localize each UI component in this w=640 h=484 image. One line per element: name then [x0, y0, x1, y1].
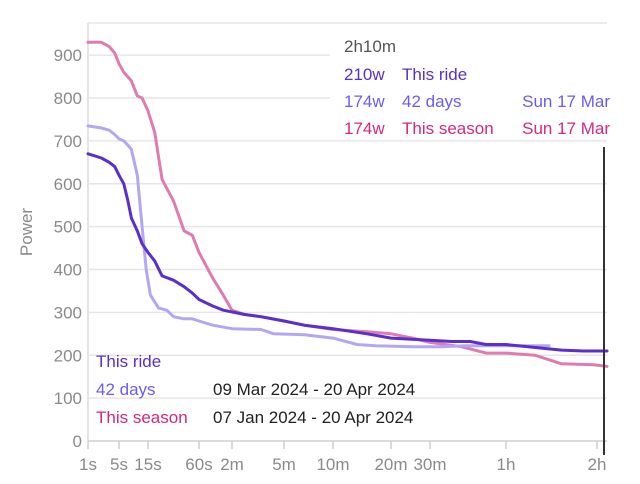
x-tick-label: 30m — [413, 455, 446, 474]
y-tick-label: 500 — [54, 218, 82, 237]
y-tick-label: 200 — [54, 346, 82, 365]
cursor-series-label: This ride — [402, 65, 467, 84]
legend-entry-range: 09 Mar 2024 - 20 Apr 2024 — [213, 380, 415, 399]
legend-entry-range: 07 Jan 2024 - 20 Apr 2024 — [213, 408, 413, 427]
cursor-date: Sun 17 Mar — [522, 92, 610, 111]
x-tick-label: 20m — [374, 455, 407, 474]
series-line-this-ride — [86, 152, 609, 353]
legend-entry-label[interactable]: This season — [96, 408, 188, 427]
y-tick-label: 800 — [54, 89, 82, 108]
legend-entry-label[interactable]: 42 days — [96, 380, 156, 399]
y-axis-title: Power — [17, 208, 36, 257]
x-tick-label: 5m — [272, 455, 296, 474]
series-line-this-season — [86, 40, 609, 368]
x-tick-label: 1s — [79, 455, 97, 474]
cursor-value: 210w — [344, 65, 385, 84]
y-tick-label: 300 — [54, 303, 82, 322]
x-tick-label: 15s — [134, 455, 161, 474]
legend-entry-label[interactable]: This ride — [96, 352, 161, 371]
y-tick-label: 400 — [54, 261, 82, 280]
y-tick-label: 600 — [54, 175, 82, 194]
cursor-value: 174w — [344, 92, 385, 111]
series-line-42-days — [86, 124, 551, 349]
cursor-date: Sun 17 Mar — [522, 119, 610, 138]
x-tick-label: 10m — [316, 455, 349, 474]
x-tick-label: 2h — [588, 455, 607, 474]
y-tick-label: 100 — [54, 389, 82, 408]
cursor-series-label: 42 days — [402, 92, 462, 111]
x-tick-label: 1h — [497, 455, 516, 474]
cursor-duration: 2h10m — [344, 37, 396, 56]
x-tick-label: 5s — [110, 455, 128, 474]
x-tick-label: 60s — [185, 455, 212, 474]
y-tick-label: 0 — [73, 432, 82, 451]
cursor-value: 174w — [344, 119, 385, 138]
y-tick-label: 900 — [54, 46, 82, 65]
cursor-series-label: This season — [402, 119, 494, 138]
cursor-tooltip-bg — [330, 30, 610, 140]
x-tick-label: 2m — [220, 455, 244, 474]
y-tick-label: 700 — [54, 132, 82, 151]
